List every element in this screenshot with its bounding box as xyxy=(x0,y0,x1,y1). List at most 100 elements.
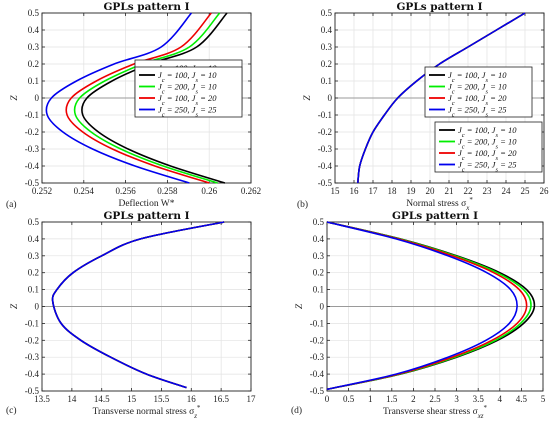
y-tick-label: 0.4 xyxy=(313,234,325,244)
y-tick-label: -0.1 xyxy=(25,318,39,328)
x-tick-label: 0.26 xyxy=(201,186,217,196)
chart-title: GPLs pattern I xyxy=(392,210,478,222)
x-tick-label: 24 xyxy=(502,186,512,196)
series-line xyxy=(45,12,193,184)
x-tick-label: 0.254 xyxy=(74,186,95,196)
y-tick-label: -0.4 xyxy=(318,161,333,171)
x-tick-label: 19 xyxy=(407,186,417,196)
x-axis-label: Transverse shear stress σxz* xyxy=(383,404,488,420)
y-tick-label: -0.2 xyxy=(318,127,332,137)
y-tick-label: 0.5 xyxy=(28,217,40,227)
y-tick-label: 0.5 xyxy=(321,8,333,18)
y-axis-label: Z xyxy=(295,303,305,309)
x-tick-label: 14.5 xyxy=(94,394,110,404)
chart-title: GPLs pattern I xyxy=(396,1,482,13)
x-tick-label: 0.258 xyxy=(157,186,178,196)
y-tick-label: 0.5 xyxy=(28,8,40,18)
y-tick-label: -0.3 xyxy=(310,352,325,362)
y-tick-label: -0.2 xyxy=(310,335,324,345)
series-line xyxy=(357,12,526,184)
x-tick-label: 5 xyxy=(541,394,546,404)
y-tick-label: 0 xyxy=(35,302,40,312)
panel-label: (d) xyxy=(291,405,302,416)
y-tick-label: 0.4 xyxy=(28,234,40,244)
y-tick-label: 0.5 xyxy=(313,217,325,227)
x-tick-label: 15.5 xyxy=(154,394,170,404)
y-tick-label: 0.1 xyxy=(321,76,332,86)
series-line xyxy=(51,221,225,389)
y-axis-label: Z xyxy=(10,95,20,101)
legend-label: Jc = 200, Js = 10 xyxy=(448,82,507,96)
x-tick-label: 1.5 xyxy=(386,394,398,404)
x-tick-label: 0.252 xyxy=(32,186,52,196)
x-tick-label: 16.5 xyxy=(213,394,229,404)
y-tick-label: 0.1 xyxy=(313,285,324,295)
legend-label: Jc = 250, Js = 25 xyxy=(448,105,506,119)
chart-panel-c: 13.5 14 14.5 15 15.5 16 16.5 17 -0.5 -0.4 -0.3 -0.2… xyxy=(6,66,257,420)
x-tick-label: 16 xyxy=(187,394,197,404)
x-tick-label: 0.256 xyxy=(115,186,136,196)
y-tick-label: -0.2 xyxy=(25,127,39,137)
y-axis-label: Z xyxy=(303,95,313,101)
x-tick-label: 25 xyxy=(521,186,531,196)
series-line xyxy=(51,221,225,389)
x-tick-label: 4.5 xyxy=(516,394,528,404)
legend-label: Jc = 100, Js = 10 xyxy=(158,70,217,84)
x-tick-label: 3 xyxy=(454,394,459,404)
x-tick-label: 15 xyxy=(331,186,341,196)
y-tick-label: 0 xyxy=(328,93,333,103)
x-tick-label: 3.5 xyxy=(473,394,485,404)
y-tick-label: 0.1 xyxy=(28,285,39,295)
series-line xyxy=(81,12,228,184)
y-tick-label: -0.4 xyxy=(310,369,325,379)
x-tick-label: 0.262 xyxy=(241,186,261,196)
y-tick-label: 0.3 xyxy=(28,42,40,52)
y-tick-label: -0.5 xyxy=(25,178,40,188)
x-tick-label: 0 xyxy=(325,394,330,404)
x-tick-label: 2.5 xyxy=(429,394,441,404)
panel-label: (a) xyxy=(6,199,17,210)
y-tick-label: 0.3 xyxy=(321,42,333,52)
legend-label: Jc = 200, Js = 10 xyxy=(158,82,217,96)
y-tick-label: -0.5 xyxy=(25,386,40,396)
legend-label: Jc = 100, Js = 10 xyxy=(448,70,507,84)
y-tick-label: 0 xyxy=(320,302,325,312)
legend-label: Jc = 250, Js = 25 xyxy=(158,105,216,119)
x-tick-label: 22 xyxy=(464,186,473,196)
panel-label: (c) xyxy=(6,405,17,416)
x-tick-label: 0.5 xyxy=(343,394,355,404)
y-axis-label: Z xyxy=(10,303,20,309)
x-tick-label: 17 xyxy=(369,186,379,196)
x-axis-label: Deflection W* xyxy=(118,198,174,209)
y-tick-label: -0.4 xyxy=(25,161,40,171)
x-tick-label: 4 xyxy=(498,394,503,404)
y-tick-label: 0.2 xyxy=(28,268,39,278)
legend-label: Jc = 100, Js = 20 xyxy=(158,93,217,107)
x-tick-label: 1 xyxy=(368,394,373,404)
y-tick-label: -0.3 xyxy=(25,144,40,154)
y-tick-label: 0.2 xyxy=(313,268,324,278)
legend-label: Jc = 100, Js = 20 xyxy=(448,93,507,107)
series-line xyxy=(51,221,225,389)
y-tick-label: 0.1 xyxy=(28,76,39,86)
y-tick-label: -0.3 xyxy=(25,352,40,362)
y-tick-label: 0.2 xyxy=(321,59,332,69)
x-tick-label: 21 xyxy=(445,186,454,196)
legend-label: Jc = 250, Js = 25 xyxy=(458,160,516,174)
x-tick-label: 17 xyxy=(247,394,257,404)
y-tick-label: -0.1 xyxy=(318,110,332,120)
y-tick-label: -0.1 xyxy=(25,110,39,120)
x-tick-label: 13.5 xyxy=(34,394,50,404)
x-axis-label: Transverse normal stress σz* xyxy=(93,404,201,420)
x-tick-label: 16 xyxy=(350,186,360,196)
y-tick-label: -0.5 xyxy=(310,386,325,396)
series-line xyxy=(65,12,212,184)
y-tick-label: -0.1 xyxy=(310,318,324,328)
x-tick-label: 15 xyxy=(127,394,137,404)
chart-panel-b: 15 16 17 18 19 20 21 22 23 24 25 26 -0.5 -0.4 -0.3 -0.2… xyxy=(297,1,549,212)
chart-title: GPLs pattern I xyxy=(103,210,189,222)
legend-label: Jc = 100, Js = 10 xyxy=(458,125,517,139)
chart-panel-d: 0 0.5 1 1.5 2 2.5 3 3.5 4 4.5 5 -0.5 -0.4 -0.3 -0.2 -0.… xyxy=(291,66,546,420)
